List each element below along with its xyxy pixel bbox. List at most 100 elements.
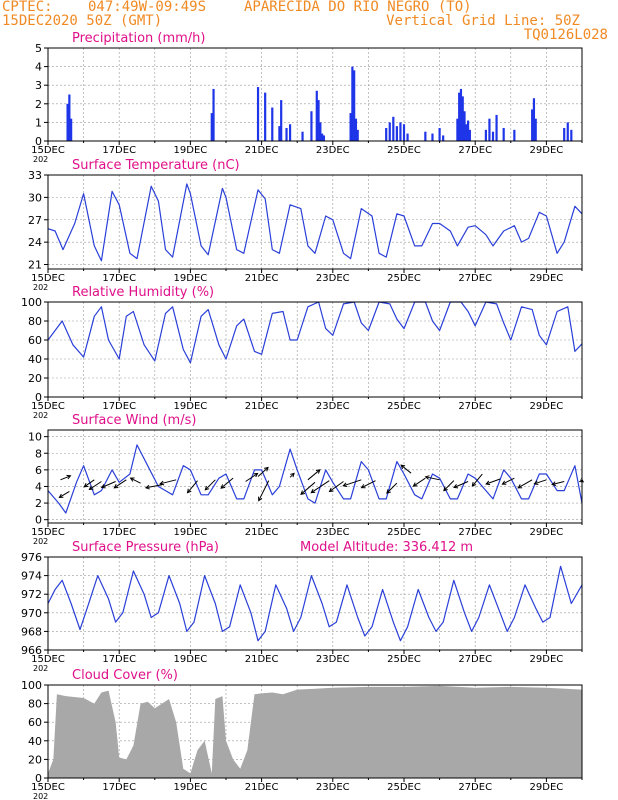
x-tick-label: 17DEC (102, 273, 136, 284)
precipitation-bar (354, 118, 358, 141)
precipitation-bar (271, 107, 274, 141)
y-tick-label: 0 (35, 514, 42, 527)
x-tick-label: 21DEC (245, 782, 279, 793)
surface-wind-title: Surface Wind (m/s) (72, 413, 196, 428)
model-code: TQ0126L028 (523, 27, 608, 43)
y-tick-label: 20 (28, 372, 42, 385)
x-tick-label: 19DEC (174, 273, 208, 284)
y-tick-label: 5 (35, 42, 42, 55)
wind-vector-arrow (517, 479, 533, 489)
wind-vector-arrow (220, 477, 234, 489)
wind-vector-arrow (159, 479, 177, 486)
precipitation-bar (212, 88, 215, 141)
wind-vector-arrow (342, 479, 362, 488)
x-tick-label: 23DEC (316, 654, 350, 665)
wind-vector-arrow (551, 480, 565, 486)
precipitation-bar (392, 116, 395, 141)
y-tick-label: 966 (21, 644, 42, 657)
surface-temperature-title: Surface Temperature (nC) (72, 158, 240, 173)
wind-vector-arrow (453, 481, 469, 489)
precipitation-bar (442, 135, 445, 141)
precipitation-bar (315, 90, 318, 141)
precipitation-bar (356, 129, 359, 141)
wind-vector-arrow (533, 479, 547, 486)
y-tick-label: 4 (35, 61, 42, 74)
x-tick-label: 29DEC (530, 654, 564, 665)
wind-vector-arrow (485, 478, 501, 486)
y-tick-label: 974 (21, 570, 42, 583)
year-label: 202 (33, 664, 48, 673)
precipitation-bar (285, 127, 288, 141)
precipitation-bar (317, 100, 320, 141)
wind-vector-arrow (88, 481, 102, 491)
x-tick-label: 15DEC (31, 654, 65, 665)
source-label: CPTEC: (2, 0, 53, 15)
y-tick-label: 3 (35, 79, 42, 92)
x-tick-label: 27DEC (458, 654, 492, 665)
y-tick-label: 0 (35, 772, 42, 785)
wind-vector-arrow (501, 477, 515, 485)
precipitation-bar (66, 103, 69, 141)
precipitation-bar (438, 127, 441, 141)
x-tick-label: 15DEC (31, 273, 65, 284)
wind-vector-arrow (412, 477, 426, 487)
surface-pressure-panel: 966 968 970 972 974 976 15DEC 17DEC 19DEC 21DEC 23… (21, 540, 583, 673)
x-tick-label: 21DEC (245, 527, 279, 538)
wind-vector-arrow (58, 491, 70, 498)
y-tick-label: 976 (21, 551, 42, 564)
y-tick-label: 60 (28, 334, 42, 347)
precipitation-bar (278, 126, 281, 141)
x-tick-label: 27DEC (458, 145, 492, 156)
y-tick-label: 20 (28, 753, 42, 766)
wind-vector-arrow (257, 466, 269, 477)
precipitation-title: Precipitation (mm/h) (72, 31, 205, 46)
x-tick-label: 23DEC (316, 782, 350, 793)
precipitation-bar (461, 96, 464, 141)
precipitation-bar (351, 66, 354, 141)
precipitation-bar (458, 92, 461, 141)
x-tick-label: 15DEC (31, 145, 65, 156)
y-tick-label: 8 (35, 447, 42, 460)
y-tick-label: 0 (35, 135, 42, 148)
x-tick-label: 21DEC (245, 654, 279, 665)
precipitation-bar (459, 88, 463, 141)
x-tick-label: 27DEC (458, 527, 492, 538)
precipitation-bar (406, 133, 409, 141)
precipitation-bar (491, 131, 495, 141)
y-tick-label: 968 (21, 625, 42, 638)
wind-vector-arrow (204, 479, 216, 491)
surface-temperature-frame (47, 174, 583, 270)
x-tick-label: 29DEC (530, 782, 564, 793)
precipitation-frame (47, 47, 583, 142)
precipitation-bar (431, 133, 434, 141)
precipitation-bar (349, 113, 352, 141)
x-tick-label: 25DEC (387, 145, 421, 156)
surface-temperature-panel: 21 24 27 30 33 15DEC 17DEC 19DEC 21DEC 23DEC 25DEC… (28, 158, 583, 292)
precipitation-bar (388, 122, 391, 141)
chart-header: CPTEC: 047:49W-09:49S APARECIDA DO RIO N… (0, 0, 618, 50)
precipitation-bar (532, 98, 536, 141)
precipitation-bar (310, 111, 313, 141)
precipitation-bar (353, 70, 356, 141)
precipitation-bar (264, 92, 267, 141)
wind-vector-arrow (328, 481, 344, 493)
x-tick-label: 17DEC (102, 401, 136, 412)
y-tick-label: 2 (35, 497, 42, 510)
x-tick-label: 15DEC (31, 527, 65, 538)
wind-vector-arrow (424, 475, 440, 481)
y-tick-label: 970 (21, 607, 42, 620)
precipitation-bar (68, 94, 71, 141)
x-tick-label: 21DEC (245, 145, 279, 156)
y-tick-label: 80 (28, 698, 42, 711)
x-tick-label: 15DEC (31, 782, 65, 793)
year-label: 202 (33, 155, 48, 164)
x-tick-label: 17DEC (102, 527, 136, 538)
y-tick-label: 40 (28, 353, 42, 366)
wind-vector-arrow (113, 479, 127, 489)
surface-wind-series-line (47, 444, 583, 514)
precipitation-bar (210, 113, 213, 141)
precipitation-bar (322, 135, 325, 141)
wind-vector-arrow (400, 464, 412, 474)
x-tick-label: 25DEC (387, 273, 421, 284)
